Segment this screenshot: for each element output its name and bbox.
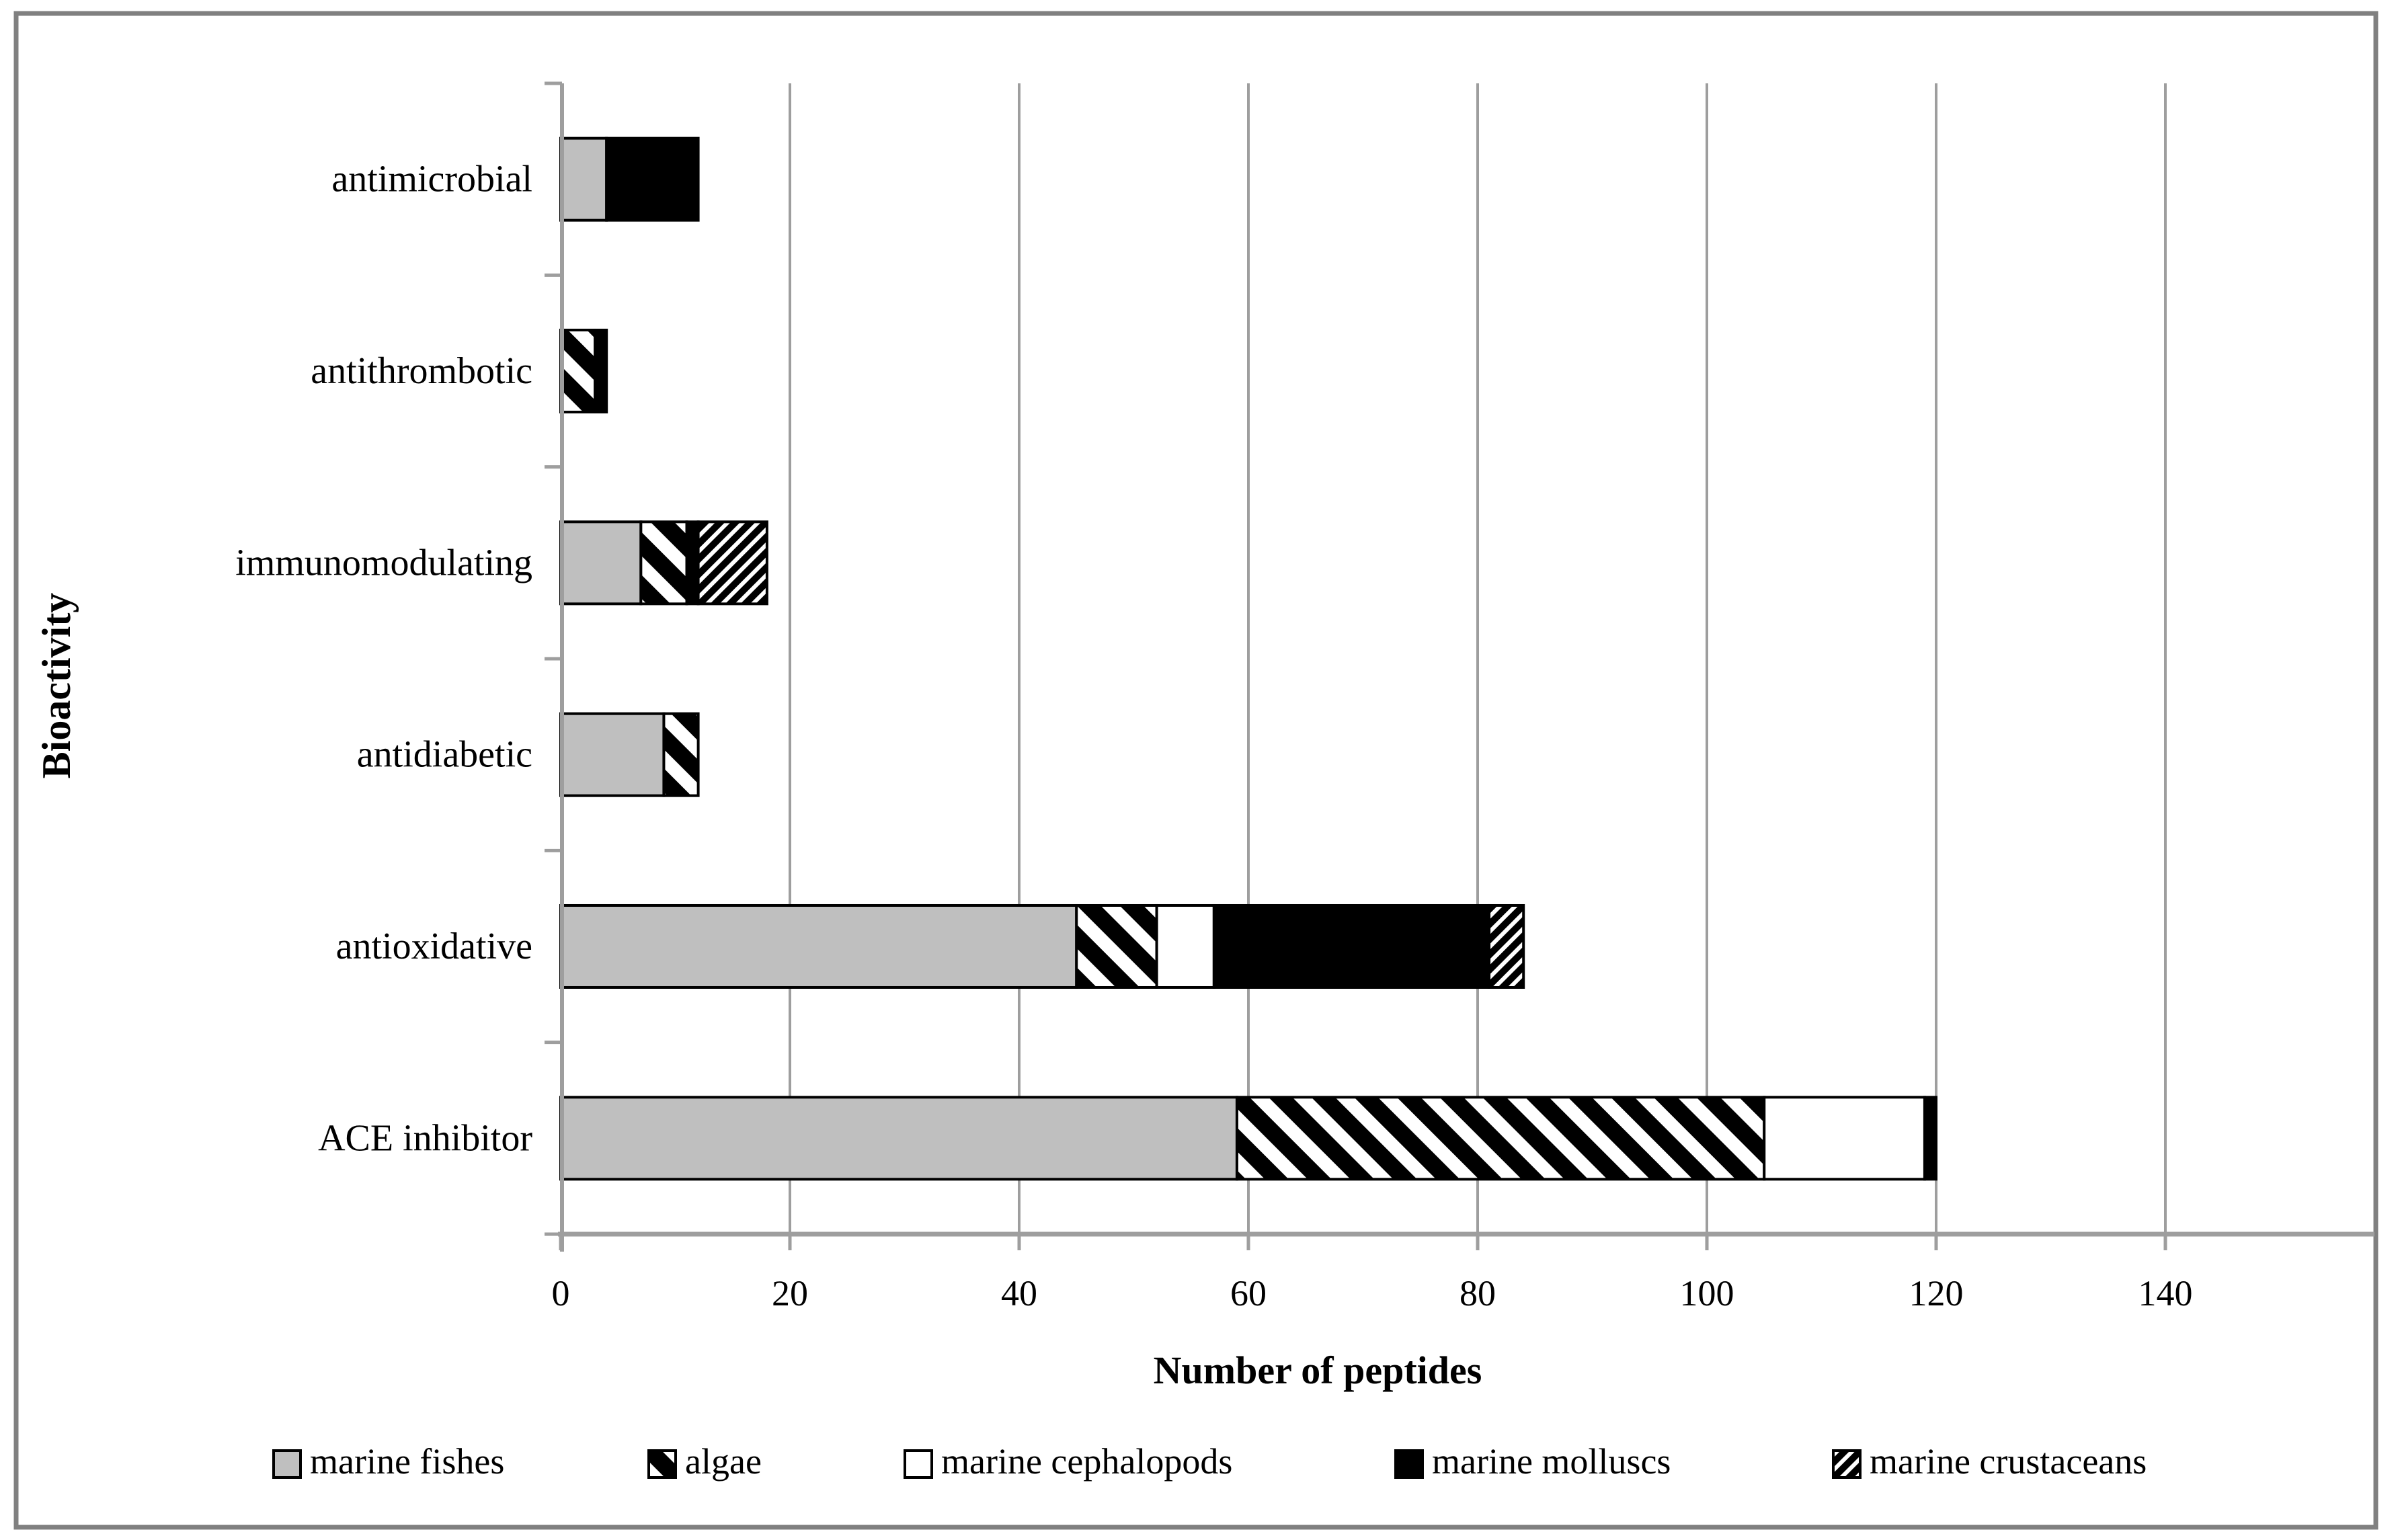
bar-segment-ACE-inhibitor-marine-fishes bbox=[559, 1096, 1238, 1181]
legend-label-marine-molluscs: marine molluscs bbox=[1432, 1441, 1671, 1482]
bar-segment-antidiabetic-marine-fishes bbox=[559, 712, 666, 797]
bar-segment-immunomodulating-marine-fishes bbox=[559, 520, 643, 606]
legend-item-marine-cephalopods: marine cephalopods bbox=[904, 1441, 1232, 1482]
bar-segment-immunomodulating-marine-molluscs bbox=[685, 520, 700, 606]
y-axis-title: Bioactivity bbox=[34, 593, 79, 779]
category-label-ACE-inhibitor: ACE inhibitor bbox=[318, 1117, 532, 1159]
legend-label-marine-cephalopods: marine cephalopods bbox=[941, 1441, 1232, 1482]
x-tick-label-60: 60 bbox=[1230, 1273, 1267, 1313]
legend: marine fishes algae marine cephalopods mari… bbox=[272, 1441, 2147, 1482]
bar-segment-antithrombotic-marine-molluscs bbox=[594, 328, 608, 413]
chart-border bbox=[13, 11, 2378, 1530]
category-label-antimicrobial: antimicrobial bbox=[331, 159, 532, 200]
x-tick-label-0: 0 bbox=[552, 1273, 570, 1313]
bar-segment-ACE-inhibitor-marine-molluscs bbox=[1923, 1096, 1937, 1181]
legend-item-marine-crustaceans: marine crustaceans bbox=[1832, 1441, 2147, 1482]
legend-swatch-marine-fishes bbox=[272, 1449, 302, 1479]
bar-segment-immunomodulating-algae bbox=[639, 520, 688, 606]
bar-segment-antithrombotic-algae bbox=[559, 328, 597, 413]
x-tick-label-40: 40 bbox=[1001, 1273, 1037, 1313]
x-tick-label-20: 20 bbox=[772, 1273, 808, 1313]
legend-label-marine-fishes: marine fishes bbox=[310, 1441, 504, 1482]
x-tick-label-100: 100 bbox=[1680, 1273, 1734, 1313]
legend-label-algae: algae bbox=[685, 1441, 762, 1482]
bar-segment-ACE-inhibitor-algae bbox=[1235, 1096, 1766, 1181]
x-tick-label-120: 120 bbox=[1909, 1273, 1964, 1313]
bar-segment-antimicrobial-marine-molluscs bbox=[605, 136, 700, 222]
category-label-antidiabetic: antidiabetic bbox=[357, 734, 532, 776]
bar-segment-ACE-inhibitor-marine-cephalopods bbox=[1763, 1096, 1926, 1181]
category-label-antioxidative: antioxidative bbox=[336, 926, 532, 967]
x-tick-labels: 0 20 40 60 80 100 120 140 bbox=[552, 1273, 2193, 1313]
legend-item-marine-molluscs: marine molluscs bbox=[1394, 1441, 1671, 1482]
category-label-antithrombotic: antithrombotic bbox=[311, 350, 532, 392]
axes bbox=[545, 81, 2374, 1252]
legend-label-marine-crustaceans: marine crustaceans bbox=[1870, 1441, 2147, 1482]
legend-swatch-marine-crustaceans bbox=[1832, 1449, 1862, 1479]
x-axis-title: Number of peptides bbox=[1154, 1348, 1482, 1392]
bar-segment-immunomodulating-marine-crustaceans bbox=[696, 520, 768, 606]
x-tick-label-80: 80 bbox=[1459, 1273, 1496, 1313]
legend-swatch-marine-molluscs bbox=[1394, 1449, 1424, 1479]
category-labels: antimicrobial antithrombotic immunomodulat… bbox=[235, 159, 532, 1160]
bar-segment-antioxidative-marine-fishes bbox=[559, 903, 1078, 989]
bar-segment-antioxidative-marine-crustaceans bbox=[1488, 903, 1525, 989]
legend-item-marine-fishes: marine fishes bbox=[272, 1441, 504, 1482]
legend-item-algae: algae bbox=[647, 1441, 762, 1482]
legend-swatch-marine-cephalopods bbox=[904, 1449, 933, 1479]
bar-segment-antimicrobial-marine-fishes bbox=[559, 136, 608, 222]
gridlines bbox=[789, 83, 2167, 1234]
bar-segment-antidiabetic-algae bbox=[662, 712, 700, 797]
bars bbox=[559, 136, 1937, 1181]
bar-segment-antioxidative-algae bbox=[1075, 903, 1158, 989]
category-label-immunomodulating: immunomodulating bbox=[235, 542, 532, 583]
axis-titles: Number of peptides Bioactivity bbox=[34, 593, 1482, 1392]
bar-segment-antioxidative-marine-molluscs bbox=[1212, 903, 1491, 989]
x-tick-label-140: 140 bbox=[2138, 1273, 2193, 1313]
legend-swatch-algae bbox=[647, 1449, 677, 1479]
bar-segment-antioxidative-marine-cephalopods bbox=[1155, 903, 1215, 989]
